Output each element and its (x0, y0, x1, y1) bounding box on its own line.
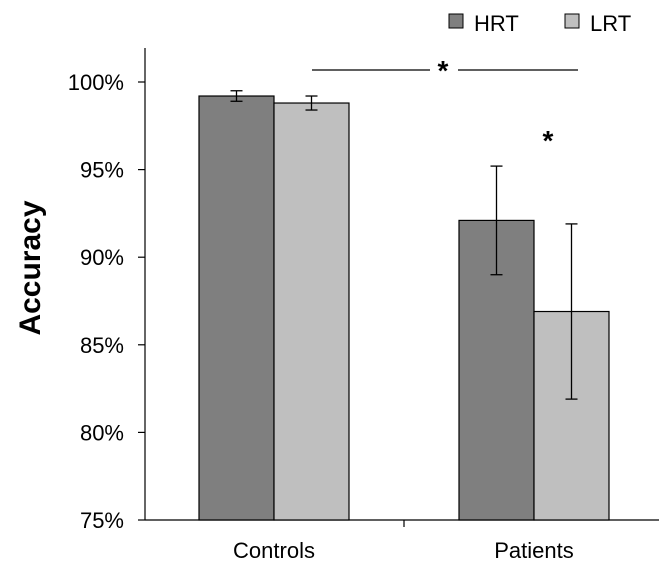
legend: HRT LRT (448, 11, 631, 36)
legend-label-lrt: LRT (590, 11, 631, 36)
y-tick-label: 75% (80, 508, 124, 533)
legend-label-hrt: HRT (474, 11, 519, 36)
y-tick-label: 100% (68, 70, 124, 95)
category-labels: Controls Patients (233, 538, 574, 563)
significance-star-between: * (438, 55, 449, 86)
y-ticks: 75% 80% 85% 90% 95% 100% (68, 70, 145, 533)
y-tick-label: 90% (80, 245, 124, 270)
bar-hrt-controls (198, 95, 275, 521)
error-bars (230, 90, 578, 400)
bars (198, 95, 610, 521)
significance-between-groups: * (312, 55, 578, 86)
y-tick-label: 80% (80, 420, 124, 445)
category-label-patients: Patients (494, 538, 574, 563)
y-axis-label: Accuracy (14, 200, 47, 335)
legend-swatch-hrt (448, 13, 464, 29)
y-tick-label: 95% (80, 158, 124, 183)
legend-swatch-lrt (564, 13, 580, 29)
y-tick-label: 85% (80, 333, 124, 358)
bar-lrt-controls (273, 102, 350, 521)
category-label-controls: Controls (233, 538, 315, 563)
significance-star-patients: * (543, 125, 554, 156)
